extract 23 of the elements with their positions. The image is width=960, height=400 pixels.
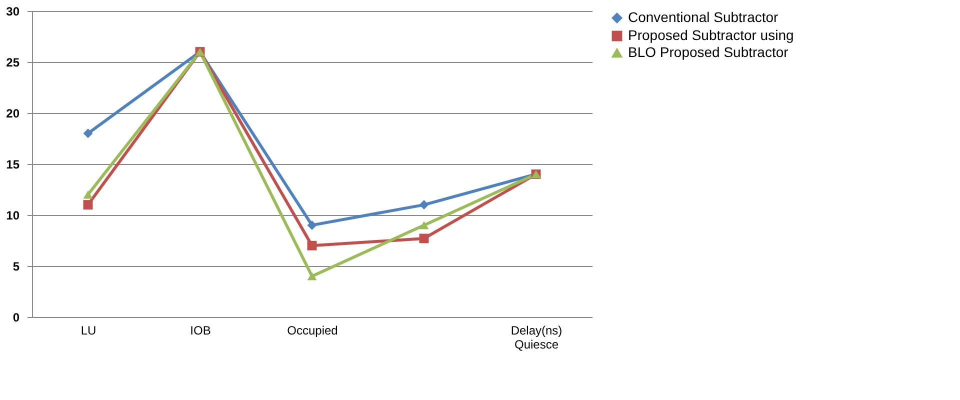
point: [83, 200, 93, 210]
x-tick-label: Delay(ns) Quiesce: [510, 324, 562, 352]
point: [307, 272, 317, 280]
legend-label: Conventional Subtractor: [628, 9, 779, 25]
point: [307, 220, 317, 230]
x-tick-label: LU: [80, 324, 96, 338]
point: [83, 190, 93, 199]
point: [419, 200, 429, 210]
x-tick-label: IOB: [190, 324, 211, 338]
y-tick-label: 10: [6, 208, 20, 222]
point: [307, 240, 317, 250]
legend-label: Proposed Subtractor using: [628, 27, 794, 43]
y-tick-label: 15: [6, 158, 20, 172]
point: [419, 234, 429, 244]
y-tick-label: 0: [12, 310, 20, 324]
legend-label: BLO Proposed Subtractor: [628, 44, 789, 60]
point: [419, 221, 429, 230]
y-tick-label: 5: [12, 260, 20, 274]
x-tick-label: Occupied: [287, 324, 338, 338]
y-tick-label: 25: [6, 56, 20, 70]
y-tick-label: 30: [6, 4, 20, 18]
point: [83, 128, 93, 138]
y-tick-label: 20: [6, 106, 20, 120]
